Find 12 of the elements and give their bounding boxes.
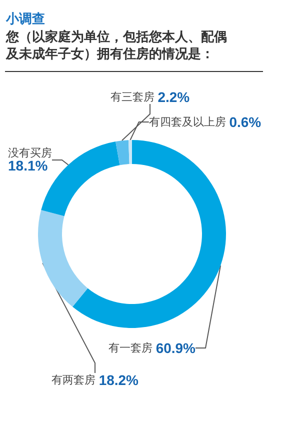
data-label: 18.1% — [8, 158, 48, 174]
chart-subtitle: 您（以家庭为单位，包括您本人、配偶及未成年子女）拥有住房的情况是： — [6, 29, 228, 63]
data-label: 2.2% — [158, 89, 190, 105]
data-label: 0.6% — [229, 114, 262, 130]
data-label: 18.2% — [98, 372, 140, 388]
chart-title: 小调查 — [6, 11, 45, 28]
data-label: 60.9% — [156, 340, 196, 356]
slice-label: 没有买房 — [8, 146, 52, 160]
slice-label: 有四套及以上房 — [148, 116, 226, 128]
slice-label: 有两套房 — [51, 374, 96, 386]
slice-label: 有一套房 — [108, 342, 152, 354]
slice-label: 有三套房 — [110, 90, 154, 104]
